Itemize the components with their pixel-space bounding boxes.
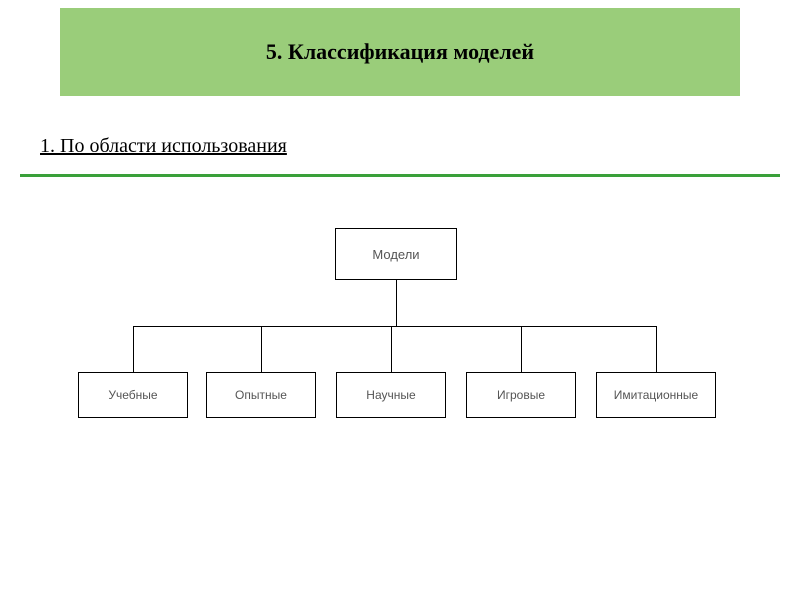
connector-root-stem <box>396 280 397 326</box>
connector-drop-0 <box>133 326 134 372</box>
connector-drop-4 <box>656 326 657 372</box>
connector-drop-3 <box>521 326 522 372</box>
org-chart: Модели Учебные Опытные Научные Игровые Имитац… <box>0 0 800 600</box>
tree-root: Модели <box>335 228 457 280</box>
tree-child-2: Научные <box>336 372 446 418</box>
connector-bus <box>133 326 656 327</box>
tree-child-4: Имитационные <box>596 372 716 418</box>
tree-child-0: Учебные <box>78 372 188 418</box>
tree-child-1: Опытные <box>206 372 316 418</box>
tree-child-3: Игровые <box>466 372 576 418</box>
connector-drop-2 <box>391 326 392 372</box>
connector-drop-1 <box>261 326 262 372</box>
